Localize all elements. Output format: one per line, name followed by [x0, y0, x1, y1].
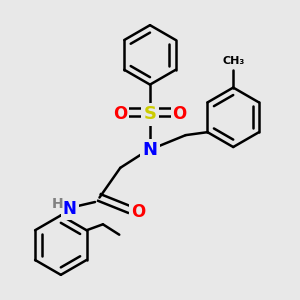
- Text: O: O: [172, 105, 187, 123]
- Text: N: N: [63, 200, 77, 218]
- Text: O: O: [113, 105, 127, 123]
- Text: S: S: [143, 105, 157, 123]
- Text: O: O: [131, 203, 145, 221]
- Text: H: H: [52, 196, 64, 211]
- Text: N: N: [142, 141, 158, 159]
- Text: CH₃: CH₃: [222, 56, 244, 66]
